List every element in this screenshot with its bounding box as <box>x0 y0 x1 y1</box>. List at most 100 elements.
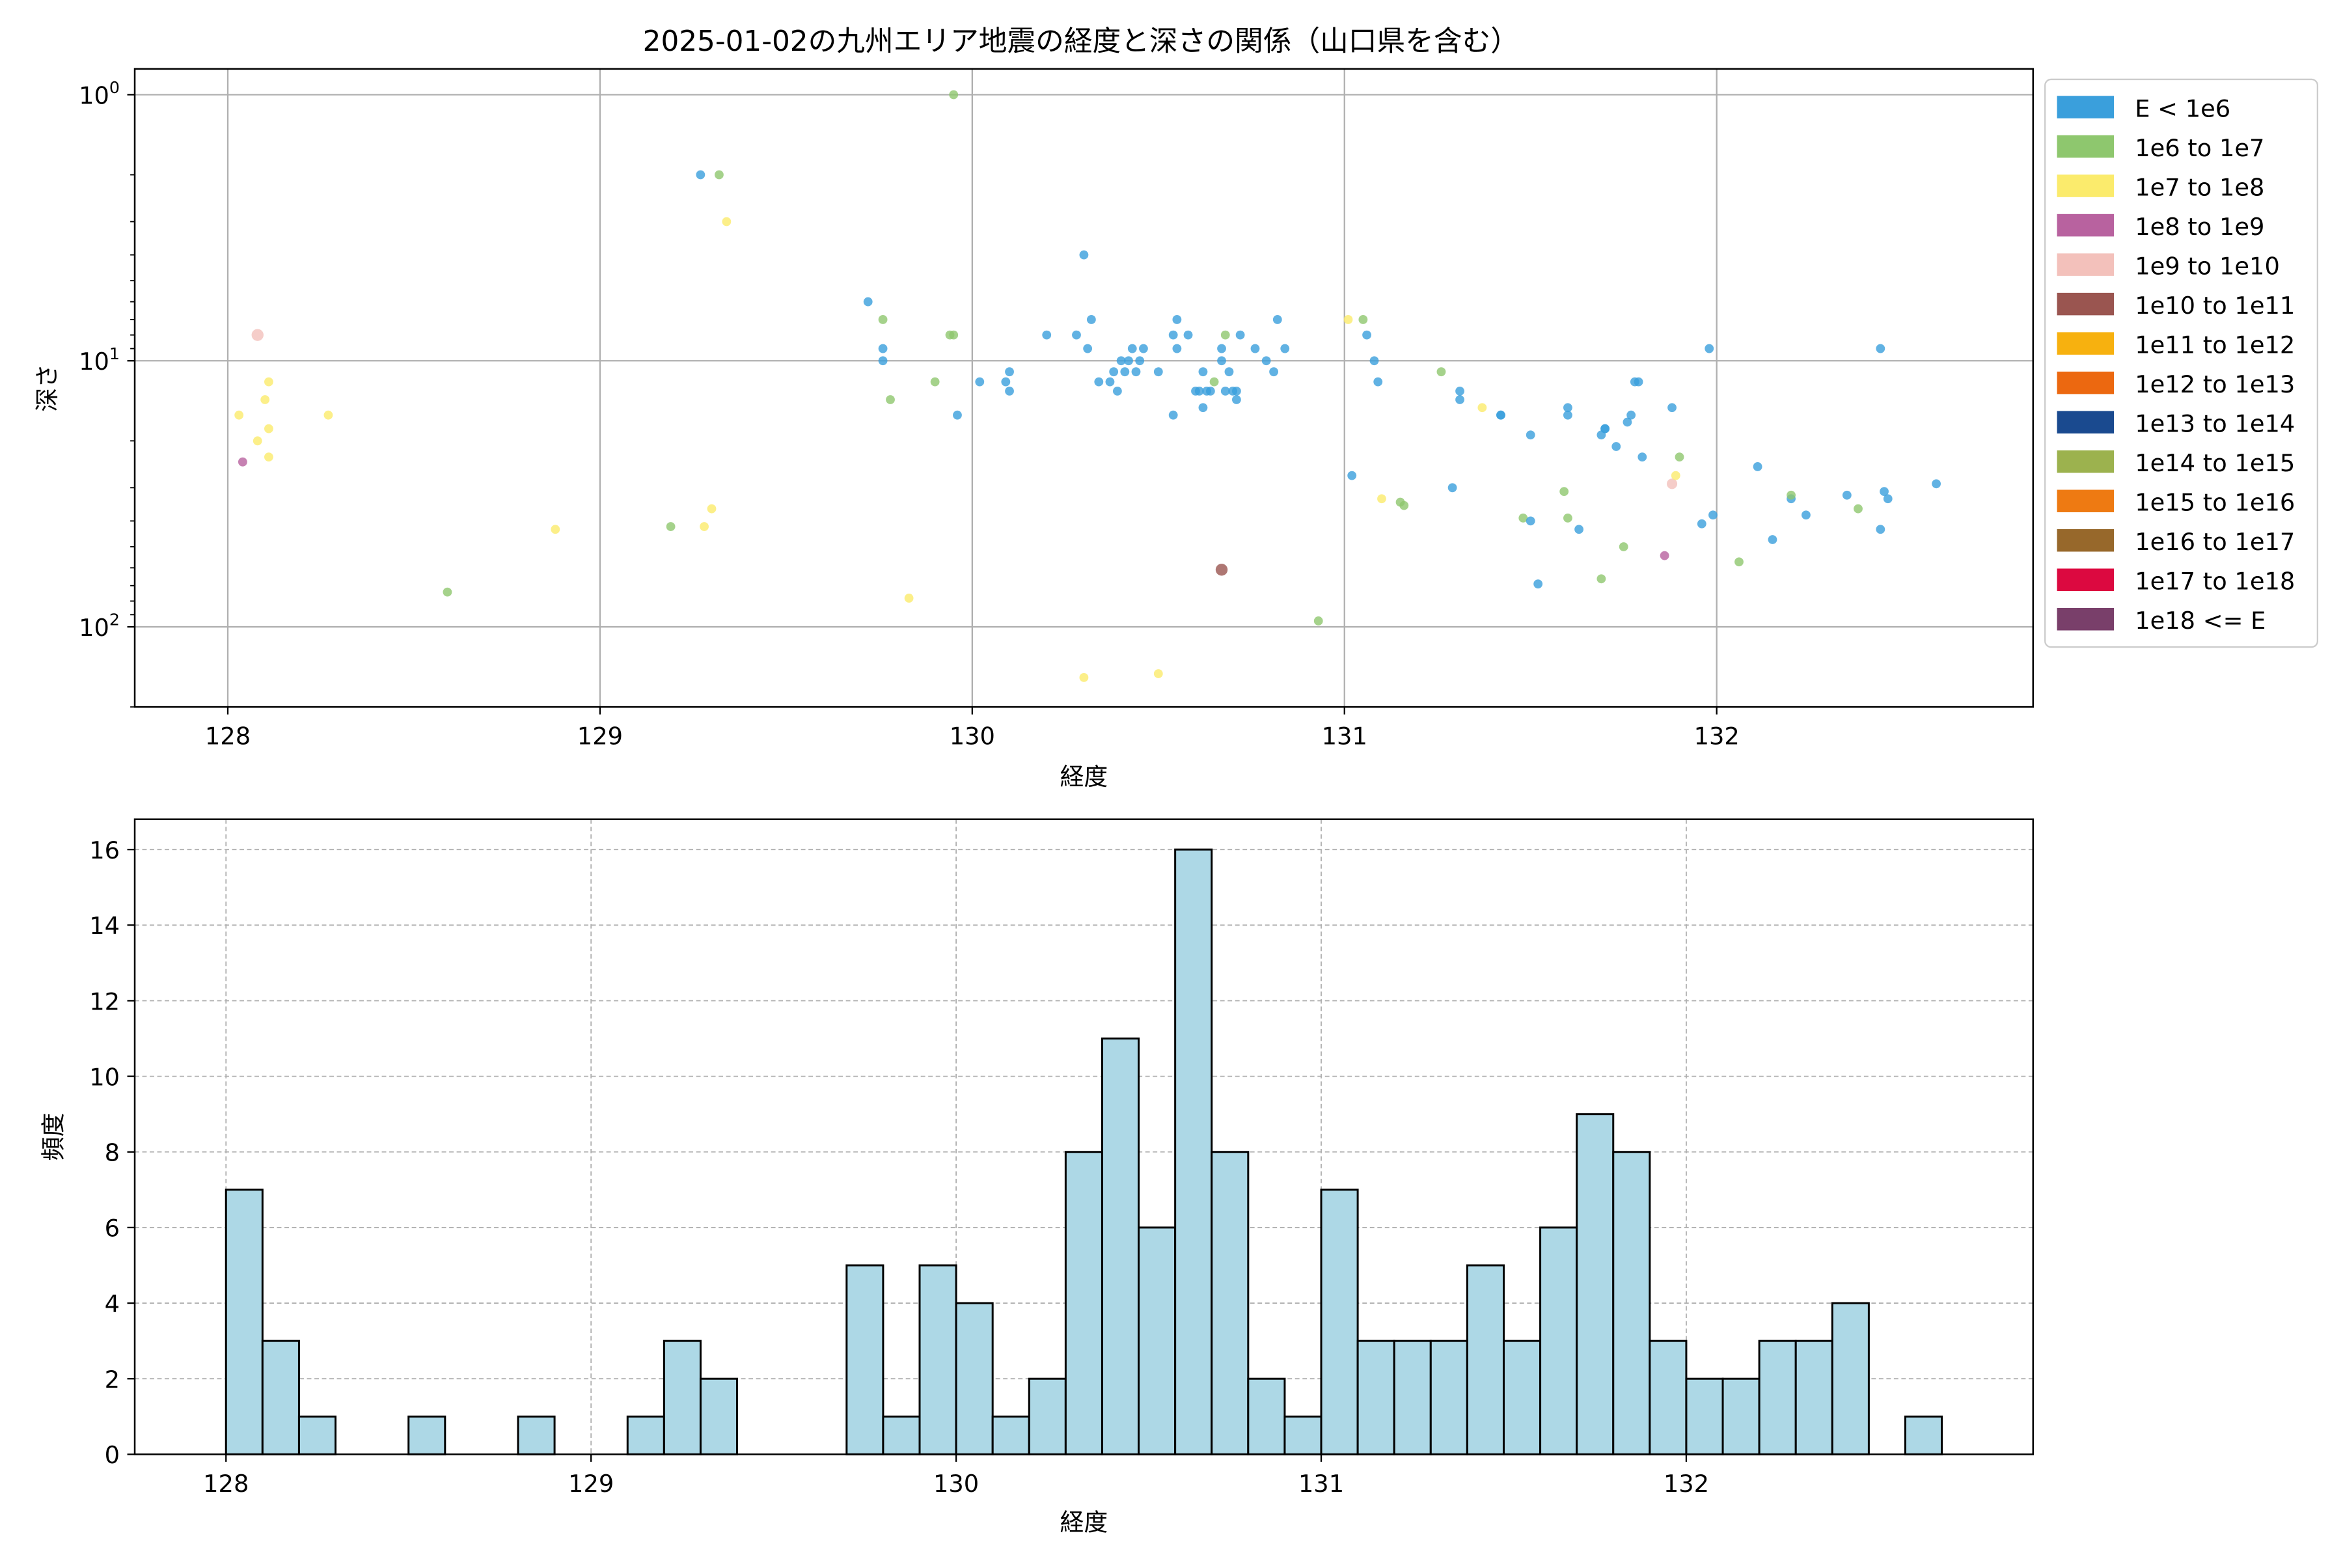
data-point <box>323 410 333 420</box>
histogram-bar <box>1393 1340 1432 1455</box>
data-point <box>253 436 262 446</box>
histogram-bar <box>663 1340 702 1455</box>
legend-label: 1e10 to 1e11 <box>2135 292 2295 320</box>
scatter-x-tick-label: 132 <box>1694 722 1740 750</box>
legend-label: 1e15 to 1e16 <box>2135 489 2295 517</box>
data-point <box>1876 525 1885 534</box>
histogram-x-tick-label: 131 <box>1298 1470 1344 1498</box>
histogram-bar <box>1429 1340 1468 1455</box>
legend-swatch <box>2057 332 2115 355</box>
data-point <box>1109 367 1119 377</box>
histogram-bar <box>1320 1189 1359 1455</box>
legend-swatch <box>2057 568 2115 592</box>
scatter-legend: E < 1e6 1e6 to 1e7 1e7 to 1e8 1e8 to 1e9 1e9… <box>2044 78 2319 648</box>
histogram-y-tick-label: 0 <box>105 1441 120 1469</box>
data-point <box>1343 315 1353 324</box>
histogram-bar <box>517 1415 556 1455</box>
data-point <box>1802 510 1811 520</box>
legend-label: 1e9 to 1e10 <box>2135 253 2280 281</box>
data-point <box>264 452 273 462</box>
data-point <box>1183 330 1193 340</box>
histogram-bar <box>1649 1340 1688 1455</box>
data-point <box>1215 564 1228 576</box>
histogram-y-tick-label: 6 <box>105 1215 120 1243</box>
data-point <box>1072 330 1081 340</box>
histogram-y-tick-label: 4 <box>105 1290 120 1318</box>
histogram-y-tick-label: 8 <box>105 1139 120 1167</box>
data-point <box>1168 330 1178 340</box>
data-point <box>1250 344 1260 353</box>
histogram-bar <box>1758 1340 1797 1455</box>
data-point <box>1667 403 1677 413</box>
legend-label: 1e7 to 1e8 <box>2135 174 2264 202</box>
data-point <box>1373 377 1383 387</box>
scatter-y-ticks: 100 101 102 <box>79 78 135 708</box>
histogram-bar <box>845 1264 884 1455</box>
histogram-bar <box>1502 1340 1542 1455</box>
histogram-bar <box>1539 1226 1578 1455</box>
scatter-y-tick-label: 100 <box>79 78 120 109</box>
data-point <box>1626 410 1636 420</box>
data-point <box>1139 344 1148 353</box>
data-point <box>878 344 888 353</box>
data-point <box>1220 386 1230 396</box>
histogram-y-ticks: 0 2 4 6 8 10 12 14 16 <box>89 836 135 1469</box>
data-point <box>1787 490 1796 500</box>
scatter-points <box>234 90 1941 682</box>
data-point <box>1842 490 1852 500</box>
legend-swatch <box>2057 489 2115 512</box>
histogram-bar <box>1064 1151 1103 1455</box>
data-point <box>264 424 273 433</box>
data-point <box>551 525 560 534</box>
histogram-bar <box>1831 1302 1870 1455</box>
data-point <box>1705 344 1714 353</box>
histogram-y-tick-label: 10 <box>89 1063 120 1091</box>
data-point <box>1876 344 1885 353</box>
histogram-bar <box>918 1264 957 1455</box>
histogram-x-tick-label: 128 <box>203 1470 249 1498</box>
data-point <box>1313 616 1323 626</box>
data-point <box>260 395 270 404</box>
scatter-x-tick-label: 128 <box>205 722 251 750</box>
histogram-bar <box>626 1415 665 1455</box>
data-point <box>1600 424 1610 433</box>
scatter-x-axis-label: 経度 <box>1060 763 1108 791</box>
data-point <box>1559 487 1569 497</box>
data-point <box>707 504 717 514</box>
data-point <box>1563 410 1572 420</box>
data-point <box>238 457 247 467</box>
legend-swatch <box>2057 450 2115 473</box>
histogram-bar <box>1612 1151 1651 1455</box>
data-point <box>1127 344 1137 353</box>
data-point <box>1005 367 1014 377</box>
legend-swatch <box>2057 213 2115 237</box>
legend-label: 1e18 <= E <box>2135 607 2266 635</box>
legend-swatch <box>2057 292 2115 316</box>
data-point <box>1436 367 1446 377</box>
chart-title: 2025-01-02の九州エリア地震の経度と深さの関係（山口県を含む） <box>643 25 1519 58</box>
data-point <box>1455 386 1464 396</box>
data-point <box>1116 356 1126 366</box>
data-point <box>1854 504 1863 514</box>
legend-frame <box>2044 78 2319 648</box>
legend-label: 1e14 to 1e15 <box>2135 449 2295 477</box>
data-point <box>1496 410 1505 420</box>
histogram-bar <box>1247 1377 1286 1455</box>
data-point <box>1734 557 1744 567</box>
histogram-bar <box>955 1302 994 1455</box>
data-point <box>1358 315 1368 324</box>
histogram-y-tick-label: 14 <box>89 912 120 940</box>
histogram-bar <box>1101 1038 1140 1455</box>
data-point <box>1611 442 1621 451</box>
scatter-plot-frame <box>133 68 2035 708</box>
data-point <box>1269 367 1278 377</box>
data-point <box>1272 315 1282 324</box>
data-point <box>1153 669 1163 678</box>
histogram-bar <box>261 1340 300 1455</box>
legend-swatch <box>2057 529 2115 552</box>
histogram-plot-frame <box>133 818 2035 1455</box>
data-point <box>1120 367 1130 377</box>
data-point <box>1135 356 1145 366</box>
data-point <box>1526 430 1535 440</box>
